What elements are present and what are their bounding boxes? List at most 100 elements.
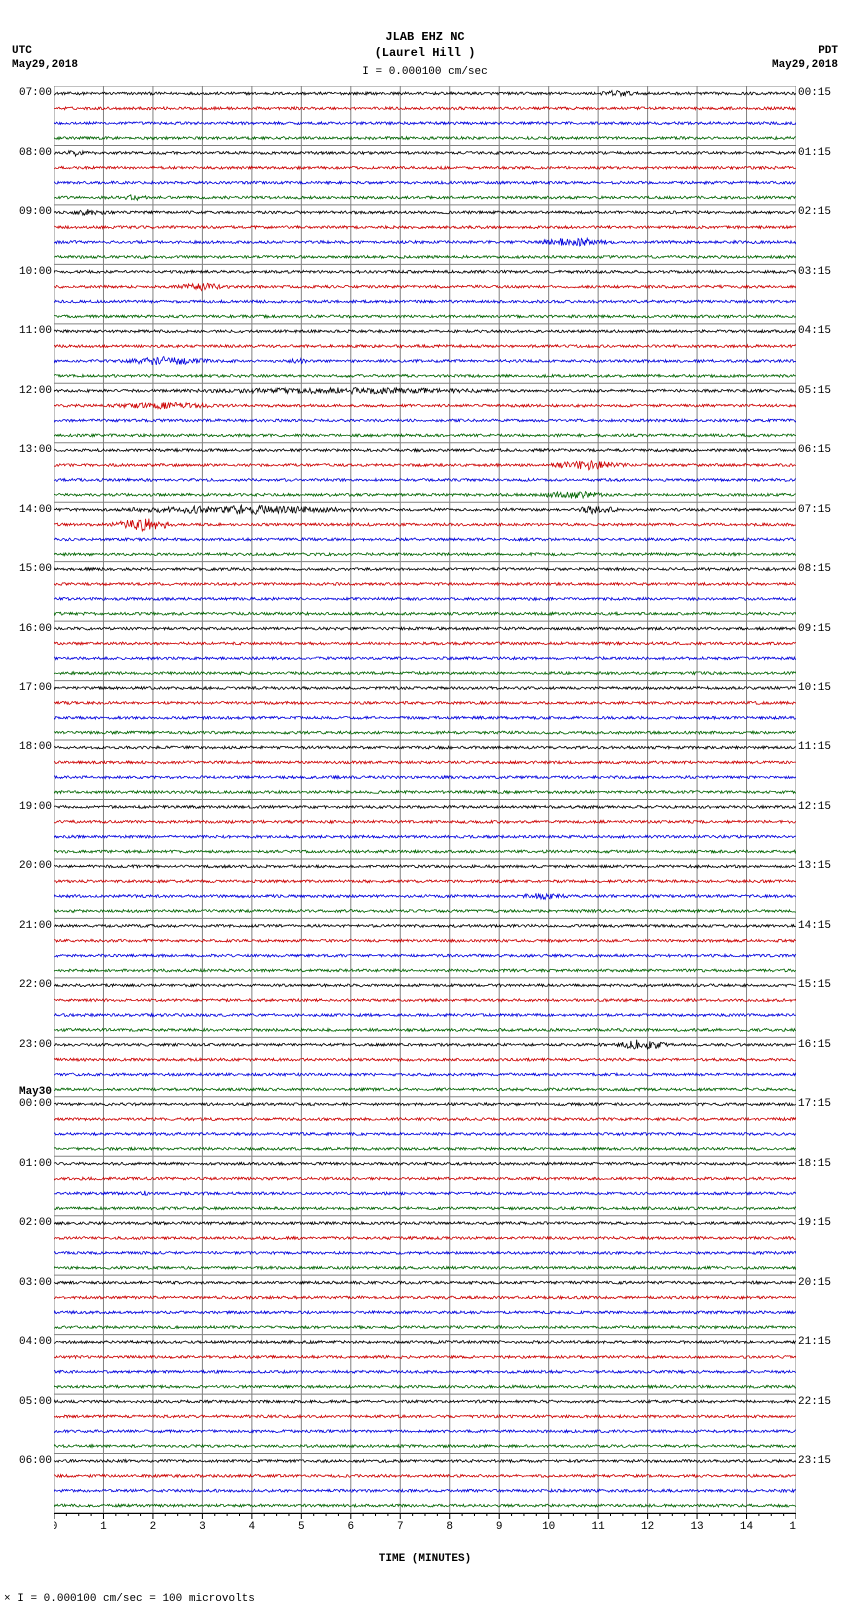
trace-line: [54, 553, 796, 556]
trace-line: [54, 461, 796, 470]
trace-line: [54, 107, 796, 110]
trace-line: [54, 568, 796, 571]
trace-line: [54, 1474, 796, 1477]
trace-line: [54, 375, 796, 378]
trace-line: [54, 330, 796, 333]
pdt-hour-label: 17:15: [798, 1098, 848, 1110]
scale-bar-icon: I: [17, 1593, 24, 1605]
x-tick-label: 10: [542, 1521, 555, 1531]
x-axis-ticks: 0123456789101112131415: [54, 1513, 796, 1531]
trace-line: [54, 1281, 796, 1284]
utc-hour-label: 16:00: [2, 623, 52, 635]
trace-line: [54, 300, 796, 303]
trace-line: [54, 806, 796, 809]
utc-hour-label: 17:00: [2, 682, 52, 694]
trace-line: [54, 538, 796, 541]
trace-line: [54, 449, 796, 452]
trace-line: [54, 687, 796, 690]
left-tz-label: UTC: [12, 44, 78, 58]
trace-line: [54, 583, 796, 586]
x-axis: 0123456789101112131415 TIME (MINUTES): [54, 1513, 796, 1553]
trace-line: [54, 1489, 796, 1492]
pdt-hour-label: 05:15: [798, 385, 848, 397]
x-tick-label: 8: [446, 1521, 453, 1531]
utc-hour-label: 23:00: [2, 1039, 52, 1051]
trace-line: [54, 731, 796, 734]
pdt-hour-label: 21:15: [798, 1336, 848, 1348]
trace-line: [54, 1177, 796, 1180]
x-tick-label: 1: [100, 1521, 107, 1531]
left-date-label: May29,2018: [12, 58, 78, 72]
trace-line: [54, 1296, 796, 1299]
trace-line: [54, 479, 796, 482]
trace-line: [54, 702, 796, 705]
trace-line: [54, 166, 796, 169]
utc-hour-label: 02:00: [2, 1217, 52, 1229]
utc-hour-label: 07:00: [2, 87, 52, 99]
trace-line: [54, 1207, 796, 1210]
x-tick-label: 9: [496, 1521, 503, 1531]
trace-line: [54, 642, 796, 645]
trace-line: [54, 315, 796, 318]
trace-line: [54, 1266, 796, 1269]
trace-line: [54, 672, 796, 675]
trace-line: [54, 1103, 796, 1106]
utc-hour-label: 08:00: [2, 147, 52, 159]
utc-hour-label: 15:00: [2, 563, 52, 575]
seismogram-page: JLAB EHZ NC (Laurel Hill ) I = 0.000100 …: [0, 0, 850, 1613]
x-tick-label: 13: [690, 1521, 703, 1531]
x-axis-title: TIME (MINUTES): [54, 1553, 796, 1565]
trace-line: [54, 419, 796, 422]
helicorder-plot: [54, 86, 796, 1513]
utc-hour-label: 01:00: [2, 1158, 52, 1170]
x-tick-label: 2: [150, 1521, 157, 1531]
pdt-hour-label: 16:15: [798, 1039, 848, 1051]
trace-line: [54, 519, 796, 531]
trace-line: [54, 776, 796, 779]
scale-note: I = 0.000100 cm/sec: [0, 66, 850, 78]
trace-line: [54, 1341, 796, 1344]
x-tick-label: 5: [298, 1521, 305, 1531]
pdt-hour-label: 15:15: [798, 979, 848, 991]
trace-line: [54, 761, 796, 764]
trace-line: [54, 999, 796, 1002]
trace-line: [54, 893, 796, 899]
trace-line: [54, 434, 796, 437]
x-tick-label: 0: [54, 1521, 57, 1531]
pdt-hour-label: 07:15: [798, 504, 848, 516]
trace-line: [54, 835, 796, 838]
scale-bar-icon: I: [362, 66, 369, 78]
trace-line: [54, 1073, 796, 1076]
trace-line: [54, 345, 796, 348]
utc-hour-label: 06:00: [2, 1455, 52, 1467]
trace-line: [54, 256, 796, 259]
utc-hour-label: 09:00: [2, 206, 52, 218]
x-tick-label: 6: [347, 1521, 354, 1531]
utc-hour-label: 19:00: [2, 801, 52, 813]
trace-line: [54, 657, 796, 660]
pdt-hour-label: 23:15: [798, 1455, 848, 1467]
trace-line: [54, 1430, 796, 1433]
trace-line: [54, 492, 796, 499]
trace-line: [54, 1133, 796, 1136]
trace-line: [54, 820, 796, 823]
pdt-hour-label: 12:15: [798, 801, 848, 813]
right-date-label: May29,2018: [772, 58, 838, 72]
pdt-hour-label: 13:15: [798, 860, 848, 872]
trace-line: [54, 880, 796, 883]
trace-line: [54, 1147, 796, 1150]
trace-line: [54, 925, 796, 928]
trace-line: [54, 1326, 796, 1329]
trace-line: [54, 1445, 796, 1448]
trace-line: [54, 1014, 796, 1017]
trace-line: [54, 1162, 796, 1165]
trace-line: [54, 1191, 796, 1195]
utc-hour-label: 21:00: [2, 920, 52, 932]
trace-line: [54, 1118, 796, 1121]
trace-line: [54, 850, 796, 853]
pdt-hour-label: 08:15: [798, 563, 848, 575]
trace-line: [54, 402, 796, 409]
trace-line: [54, 865, 796, 868]
trace-line: [54, 791, 796, 794]
utc-hour-label: 04:00: [2, 1336, 52, 1348]
